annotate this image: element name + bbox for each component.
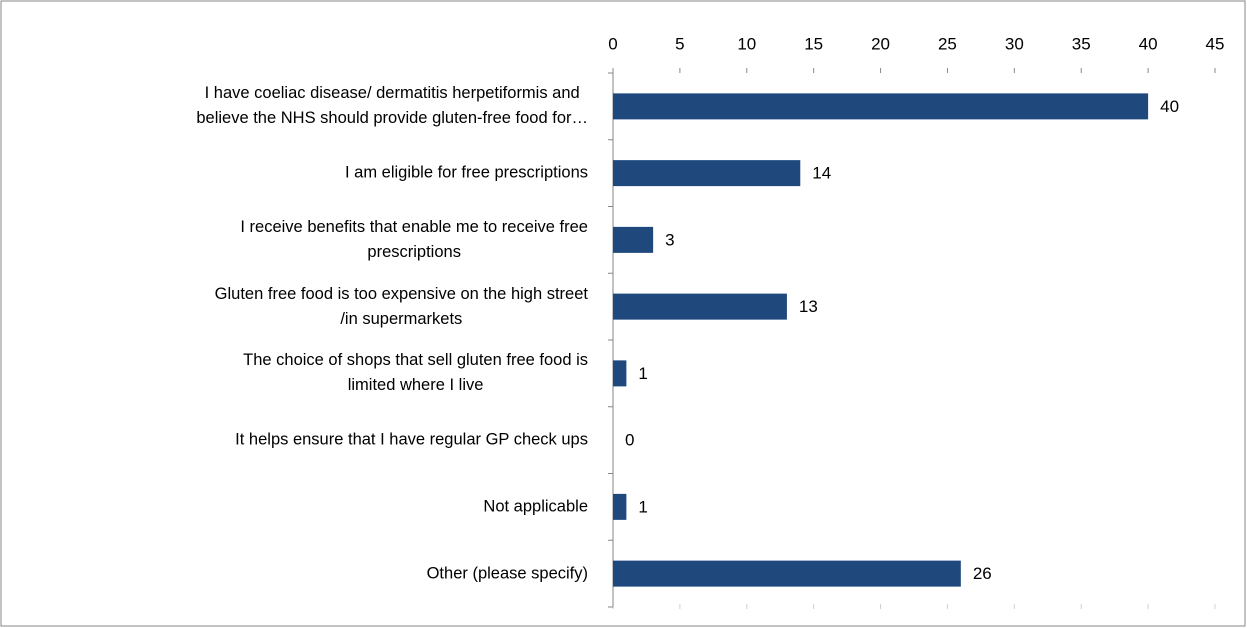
y-tick-label: I receive benefits that enable me to rec… <box>240 217 588 261</box>
category-label-box: I receive benefits that enable me to rec… <box>0 215 588 265</box>
y-tick-label: Other (please specify) <box>426 564 588 583</box>
category-label-box: I have coeliac disease/ dermatitis herpe… <box>0 81 588 131</box>
y-tick-label: It helps ensure that I have regular GP c… <box>235 430 588 449</box>
x-tick-label: 0 <box>608 34 617 53</box>
category-label-box: I am eligible for free prescriptions <box>0 161 588 186</box>
bar <box>613 293 787 320</box>
x-tick-label: 10 <box>737 34 756 53</box>
x-tick-label: 40 <box>1139 34 1158 53</box>
category-label-box: It helps ensure that I have regular GP c… <box>0 428 588 453</box>
value-label: 14 <box>812 164 831 183</box>
x-tick-label: 45 <box>1206 34 1225 53</box>
category-label-box: Not applicable <box>0 494 588 519</box>
bar <box>613 560 961 587</box>
value-label: 26 <box>973 564 992 583</box>
value-label: 13 <box>799 297 818 316</box>
y-tick-label: Gluten free food is too expensive on the… <box>214 284 588 328</box>
y-tick-label: I have coeliac disease/ dermatitis herpe… <box>196 84 588 128</box>
x-tick-label: 15 <box>804 34 823 53</box>
x-tick-label: 35 <box>1072 34 1091 53</box>
value-label: 1 <box>638 364 647 383</box>
bar <box>613 226 654 253</box>
y-tick-label: The choice of shops that sell gluten fre… <box>243 351 588 395</box>
bar <box>613 93 1149 120</box>
category-label-box: Gluten free food is too expensive on the… <box>0 282 588 332</box>
y-tick-label: Not applicable <box>483 497 588 516</box>
bar <box>613 360 627 387</box>
value-label: 3 <box>665 230 674 249</box>
x-tick-label: 20 <box>871 34 890 53</box>
category-label-box: Other (please specify) <box>0 561 588 586</box>
x-tick-label: 25 <box>938 34 957 53</box>
value-label: 1 <box>638 497 647 516</box>
value-label: 40 <box>1160 97 1179 116</box>
bar <box>613 160 801 187</box>
x-tick-label: 30 <box>1005 34 1024 53</box>
category-label-box: The choice of shops that sell gluten fre… <box>0 348 588 398</box>
y-tick-label: I am eligible for free prescriptions <box>344 163 588 182</box>
bar <box>613 493 627 520</box>
value-label: 0 <box>625 431 634 450</box>
x-tick-label: 5 <box>675 34 684 53</box>
